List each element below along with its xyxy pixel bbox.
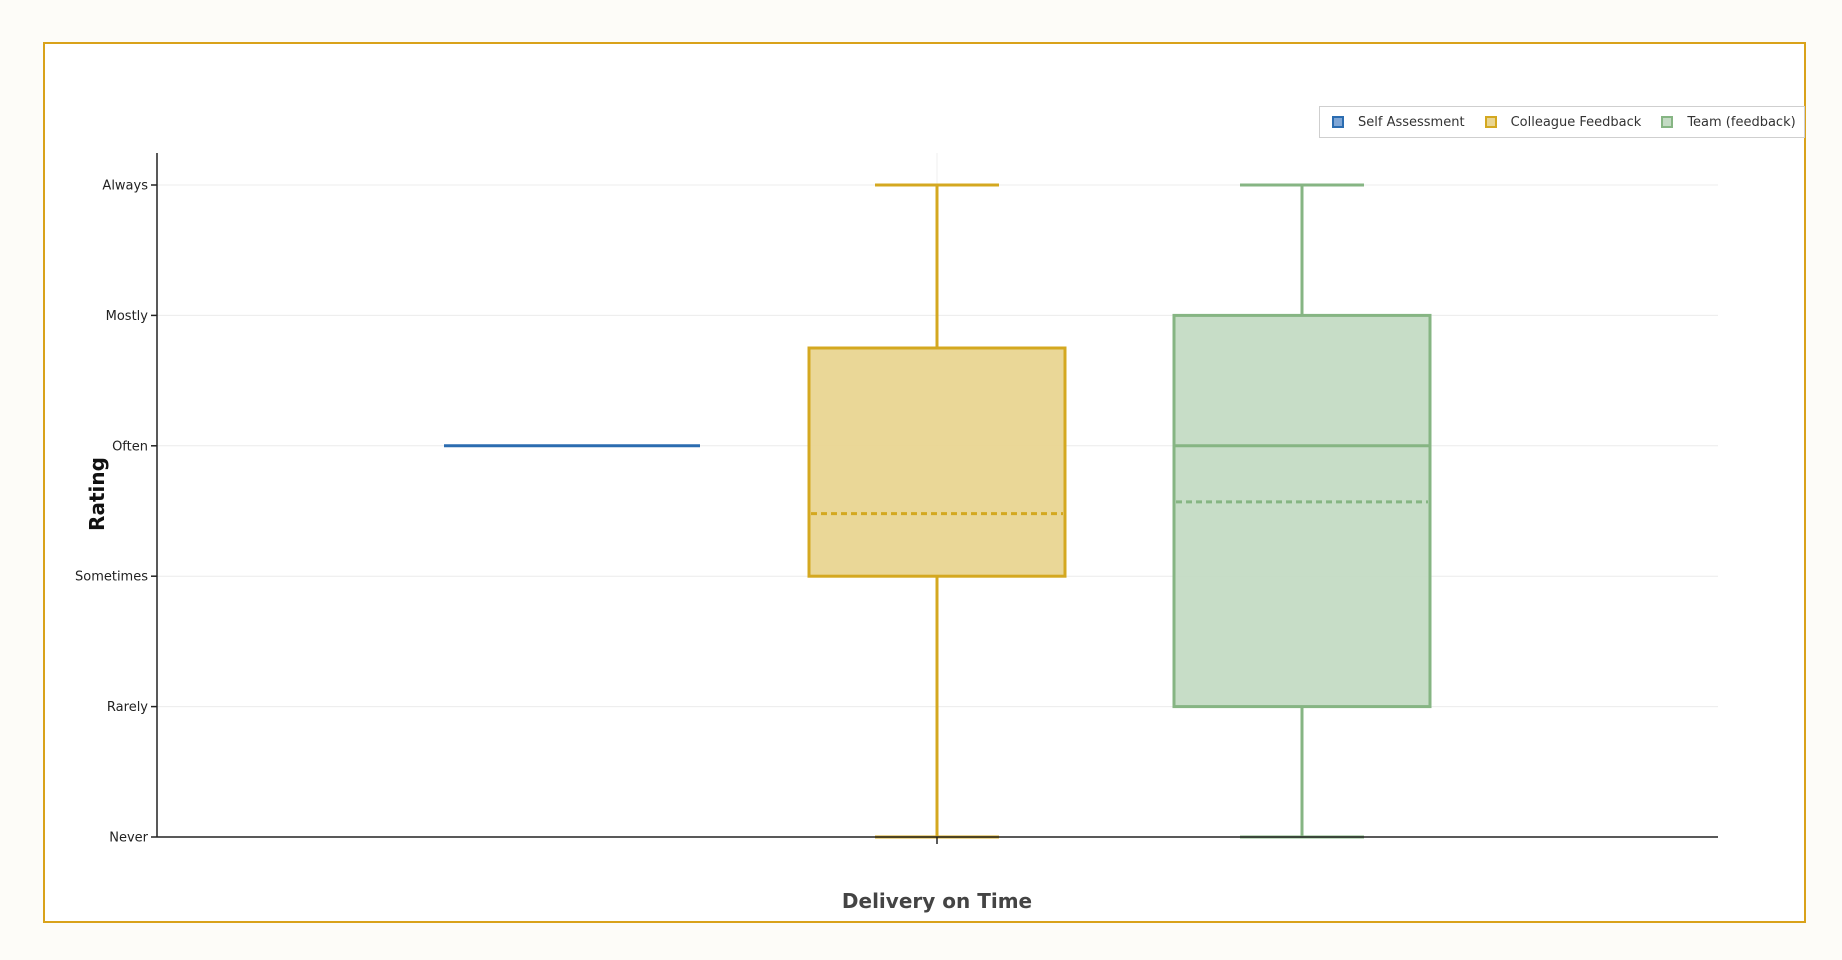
legend-item-2[interactable]: Team (feedback) xyxy=(1661,114,1796,130)
box-series xyxy=(444,183,1432,839)
box-2 xyxy=(1172,183,1432,839)
legend-label: Team (feedback) xyxy=(1687,114,1796,130)
legend-label: Self Assessment xyxy=(1358,114,1465,130)
y-tick-label: Always xyxy=(102,179,148,194)
y-tick-label: Rarely xyxy=(107,700,148,715)
legend-swatch xyxy=(1661,116,1674,128)
y-axis-ticks: Never Rarely Sometimes Often Mostly Always xyxy=(75,179,157,846)
y-tick-label: Often xyxy=(112,439,148,454)
legend-swatch xyxy=(1332,116,1344,128)
y-axis-label: Rating xyxy=(85,457,109,531)
legend-label: Colleague Feedback xyxy=(1510,114,1642,130)
legend-item-1[interactable]: Colleague Feedback xyxy=(1484,114,1642,130)
y-tick-label: Mostly xyxy=(106,309,149,324)
legend: Self Assessment Colleague Feedback Team (f… xyxy=(1319,106,1805,138)
box-1 xyxy=(807,183,1067,839)
axes xyxy=(156,153,1718,844)
box-body xyxy=(1172,313,1432,709)
y-tick-label: Sometimes xyxy=(75,570,148,585)
legend-swatch xyxy=(1484,116,1497,128)
x-axis-label: Delivery on Time xyxy=(842,889,1032,913)
legend-item-0[interactable]: Self Assessment xyxy=(1332,115,1465,130)
y-tick-label: Never xyxy=(109,831,148,846)
box-body xyxy=(807,346,1067,578)
